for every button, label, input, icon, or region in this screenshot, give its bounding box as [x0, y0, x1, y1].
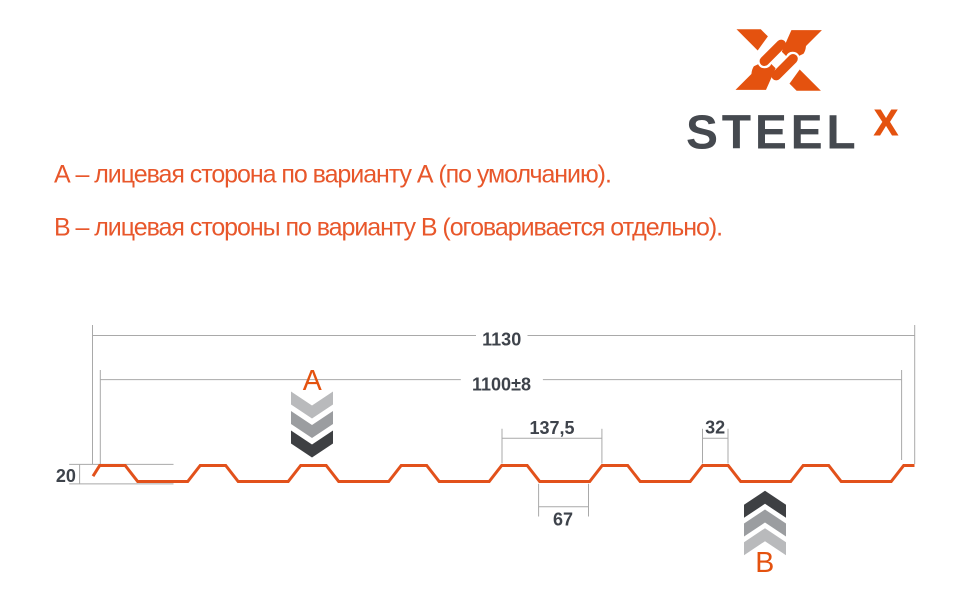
svg-text:STEEL: STEEL [686, 106, 859, 159]
svg-text:137,5: 137,5 [529, 418, 574, 438]
svg-text:67: 67 [553, 509, 573, 529]
svg-text:В – лицевая стороны по вариант: В – лицевая стороны по варианту В (огова… [54, 214, 722, 242]
svg-text:20: 20 [56, 466, 76, 486]
svg-text:В: В [755, 547, 774, 579]
svg-text:А: А [303, 365, 322, 397]
svg-text:1130: 1130 [482, 330, 521, 350]
svg-text:1100±8: 1100±8 [472, 375, 531, 395]
svg-text:А – лицевая сторона по вариант: А – лицевая сторона по варианту А (по ум… [54, 161, 611, 189]
svg-text:32: 32 [705, 418, 725, 438]
svg-text:X: X [874, 102, 898, 143]
